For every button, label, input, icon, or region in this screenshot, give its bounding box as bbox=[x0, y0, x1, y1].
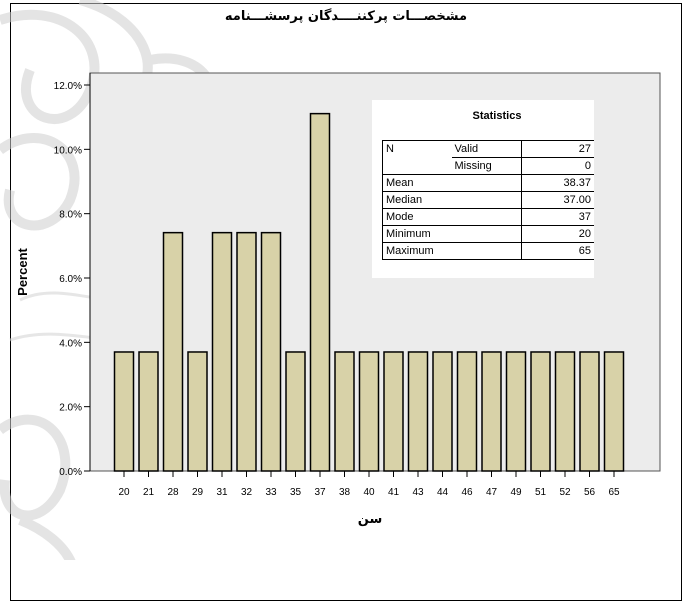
x-tick-label: 46 bbox=[461, 487, 473, 498]
x-tick-label: 32 bbox=[241, 487, 253, 498]
x-tick-label: 49 bbox=[510, 487, 522, 498]
stat-label: Mean bbox=[382, 174, 452, 192]
bar bbox=[138, 351, 159, 472]
x-tick-label: 38 bbox=[339, 487, 351, 498]
stat-value: 0 bbox=[520, 157, 594, 175]
x-tick-label: 56 bbox=[584, 487, 596, 498]
bar bbox=[334, 351, 355, 472]
x-tick-label: 40 bbox=[363, 487, 375, 498]
statistics-title: Statistics bbox=[472, 110, 522, 122]
bar bbox=[162, 231, 184, 472]
x-tick-label: 31 bbox=[216, 487, 228, 498]
stat-sublabel: Valid bbox=[451, 140, 522, 158]
x-tick-label: 37 bbox=[314, 487, 326, 498]
stat-sublabel bbox=[451, 191, 522, 209]
stat-label: Minimum bbox=[382, 225, 452, 243]
stat-sublabel bbox=[451, 242, 522, 260]
bar bbox=[432, 351, 453, 472]
x-tick-label: 52 bbox=[559, 487, 571, 498]
x-tick-label: 20 bbox=[118, 487, 130, 498]
bar bbox=[383, 351, 404, 472]
y-tick-label: 0.0% bbox=[59, 467, 82, 478]
y-tick-label: 8.0% bbox=[59, 210, 82, 221]
statistics-row: N Valid 27 bbox=[382, 140, 594, 158]
x-tick-label: 28 bbox=[167, 487, 179, 498]
bar bbox=[358, 351, 380, 472]
y-tick-label: 6.0% bbox=[59, 274, 82, 285]
bar bbox=[554, 351, 576, 472]
page-title: مشخصـــات پرکننــــدگان پرسشـــنامه bbox=[224, 9, 468, 24]
stat-value: 38.37 bbox=[520, 174, 594, 192]
stat-value: 27 bbox=[520, 140, 594, 158]
statistics-row: Mean 38.37 bbox=[382, 174, 594, 192]
y-tick-label: 10.0% bbox=[54, 145, 82, 156]
stat-label bbox=[382, 157, 452, 175]
statistics-row: Median 37.00 bbox=[382, 191, 594, 209]
stat-sublabel bbox=[451, 225, 522, 243]
bar bbox=[407, 351, 429, 472]
statistics-row: Missing 0 bbox=[382, 157, 594, 175]
bar bbox=[260, 231, 282, 472]
x-tick-label: 21 bbox=[143, 487, 155, 498]
y-tick-label: 2.0% bbox=[59, 403, 82, 414]
bar bbox=[579, 351, 600, 472]
stat-label: N bbox=[382, 140, 452, 158]
y-tick-label: 12.0% bbox=[54, 81, 82, 92]
stat-value: 37.00 bbox=[520, 191, 594, 209]
bar bbox=[113, 351, 135, 472]
stat-label: Maximum bbox=[382, 242, 452, 260]
x-tick-label: 51 bbox=[535, 487, 547, 498]
bar bbox=[505, 351, 527, 472]
stat-value: 65 bbox=[520, 242, 594, 260]
stat-sublabel: Missing bbox=[451, 157, 522, 175]
x-tick-label: 47 bbox=[486, 487, 498, 498]
statistics-row: Maximum 65 bbox=[382, 242, 594, 260]
statistics-row: Mode 37 bbox=[382, 208, 594, 226]
x-tick-label: 41 bbox=[388, 487, 400, 498]
bar bbox=[530, 351, 551, 472]
bar bbox=[236, 231, 257, 472]
bar bbox=[211, 231, 233, 472]
bar bbox=[481, 351, 502, 472]
stat-label: Mode bbox=[382, 208, 452, 226]
x-tick-label: 44 bbox=[437, 487, 449, 498]
bar bbox=[603, 351, 625, 472]
x-tick-label: 29 bbox=[192, 487, 204, 498]
statistics-table: N Valid 27 Missing 0 Mean 38.37 Median 37.00 Mode… bbox=[382, 140, 594, 260]
bar bbox=[456, 351, 478, 472]
stat-sublabel bbox=[451, 208, 522, 226]
bar bbox=[285, 351, 306, 472]
x-tick-label: 65 bbox=[608, 487, 620, 498]
statistics-row: Minimum 20 bbox=[382, 225, 594, 243]
statistics-table-panel: Statistics N Valid 27 Missing 0 Mean 38.37 Medi… bbox=[372, 100, 594, 278]
x-axis-label: سن bbox=[358, 512, 382, 527]
stat-sublabel bbox=[451, 174, 522, 192]
x-tick-label: 35 bbox=[290, 487, 302, 498]
bar bbox=[309, 112, 331, 472]
stat-label: Median bbox=[382, 191, 452, 209]
stat-value: 37 bbox=[520, 208, 594, 226]
bar bbox=[187, 351, 208, 472]
x-tick-label: 43 bbox=[412, 487, 424, 498]
y-tick-label: 4.0% bbox=[59, 338, 82, 349]
y-axis-label: Percent bbox=[15, 247, 30, 295]
stat-value: 20 bbox=[520, 225, 594, 243]
x-tick-label: 33 bbox=[265, 487, 277, 498]
